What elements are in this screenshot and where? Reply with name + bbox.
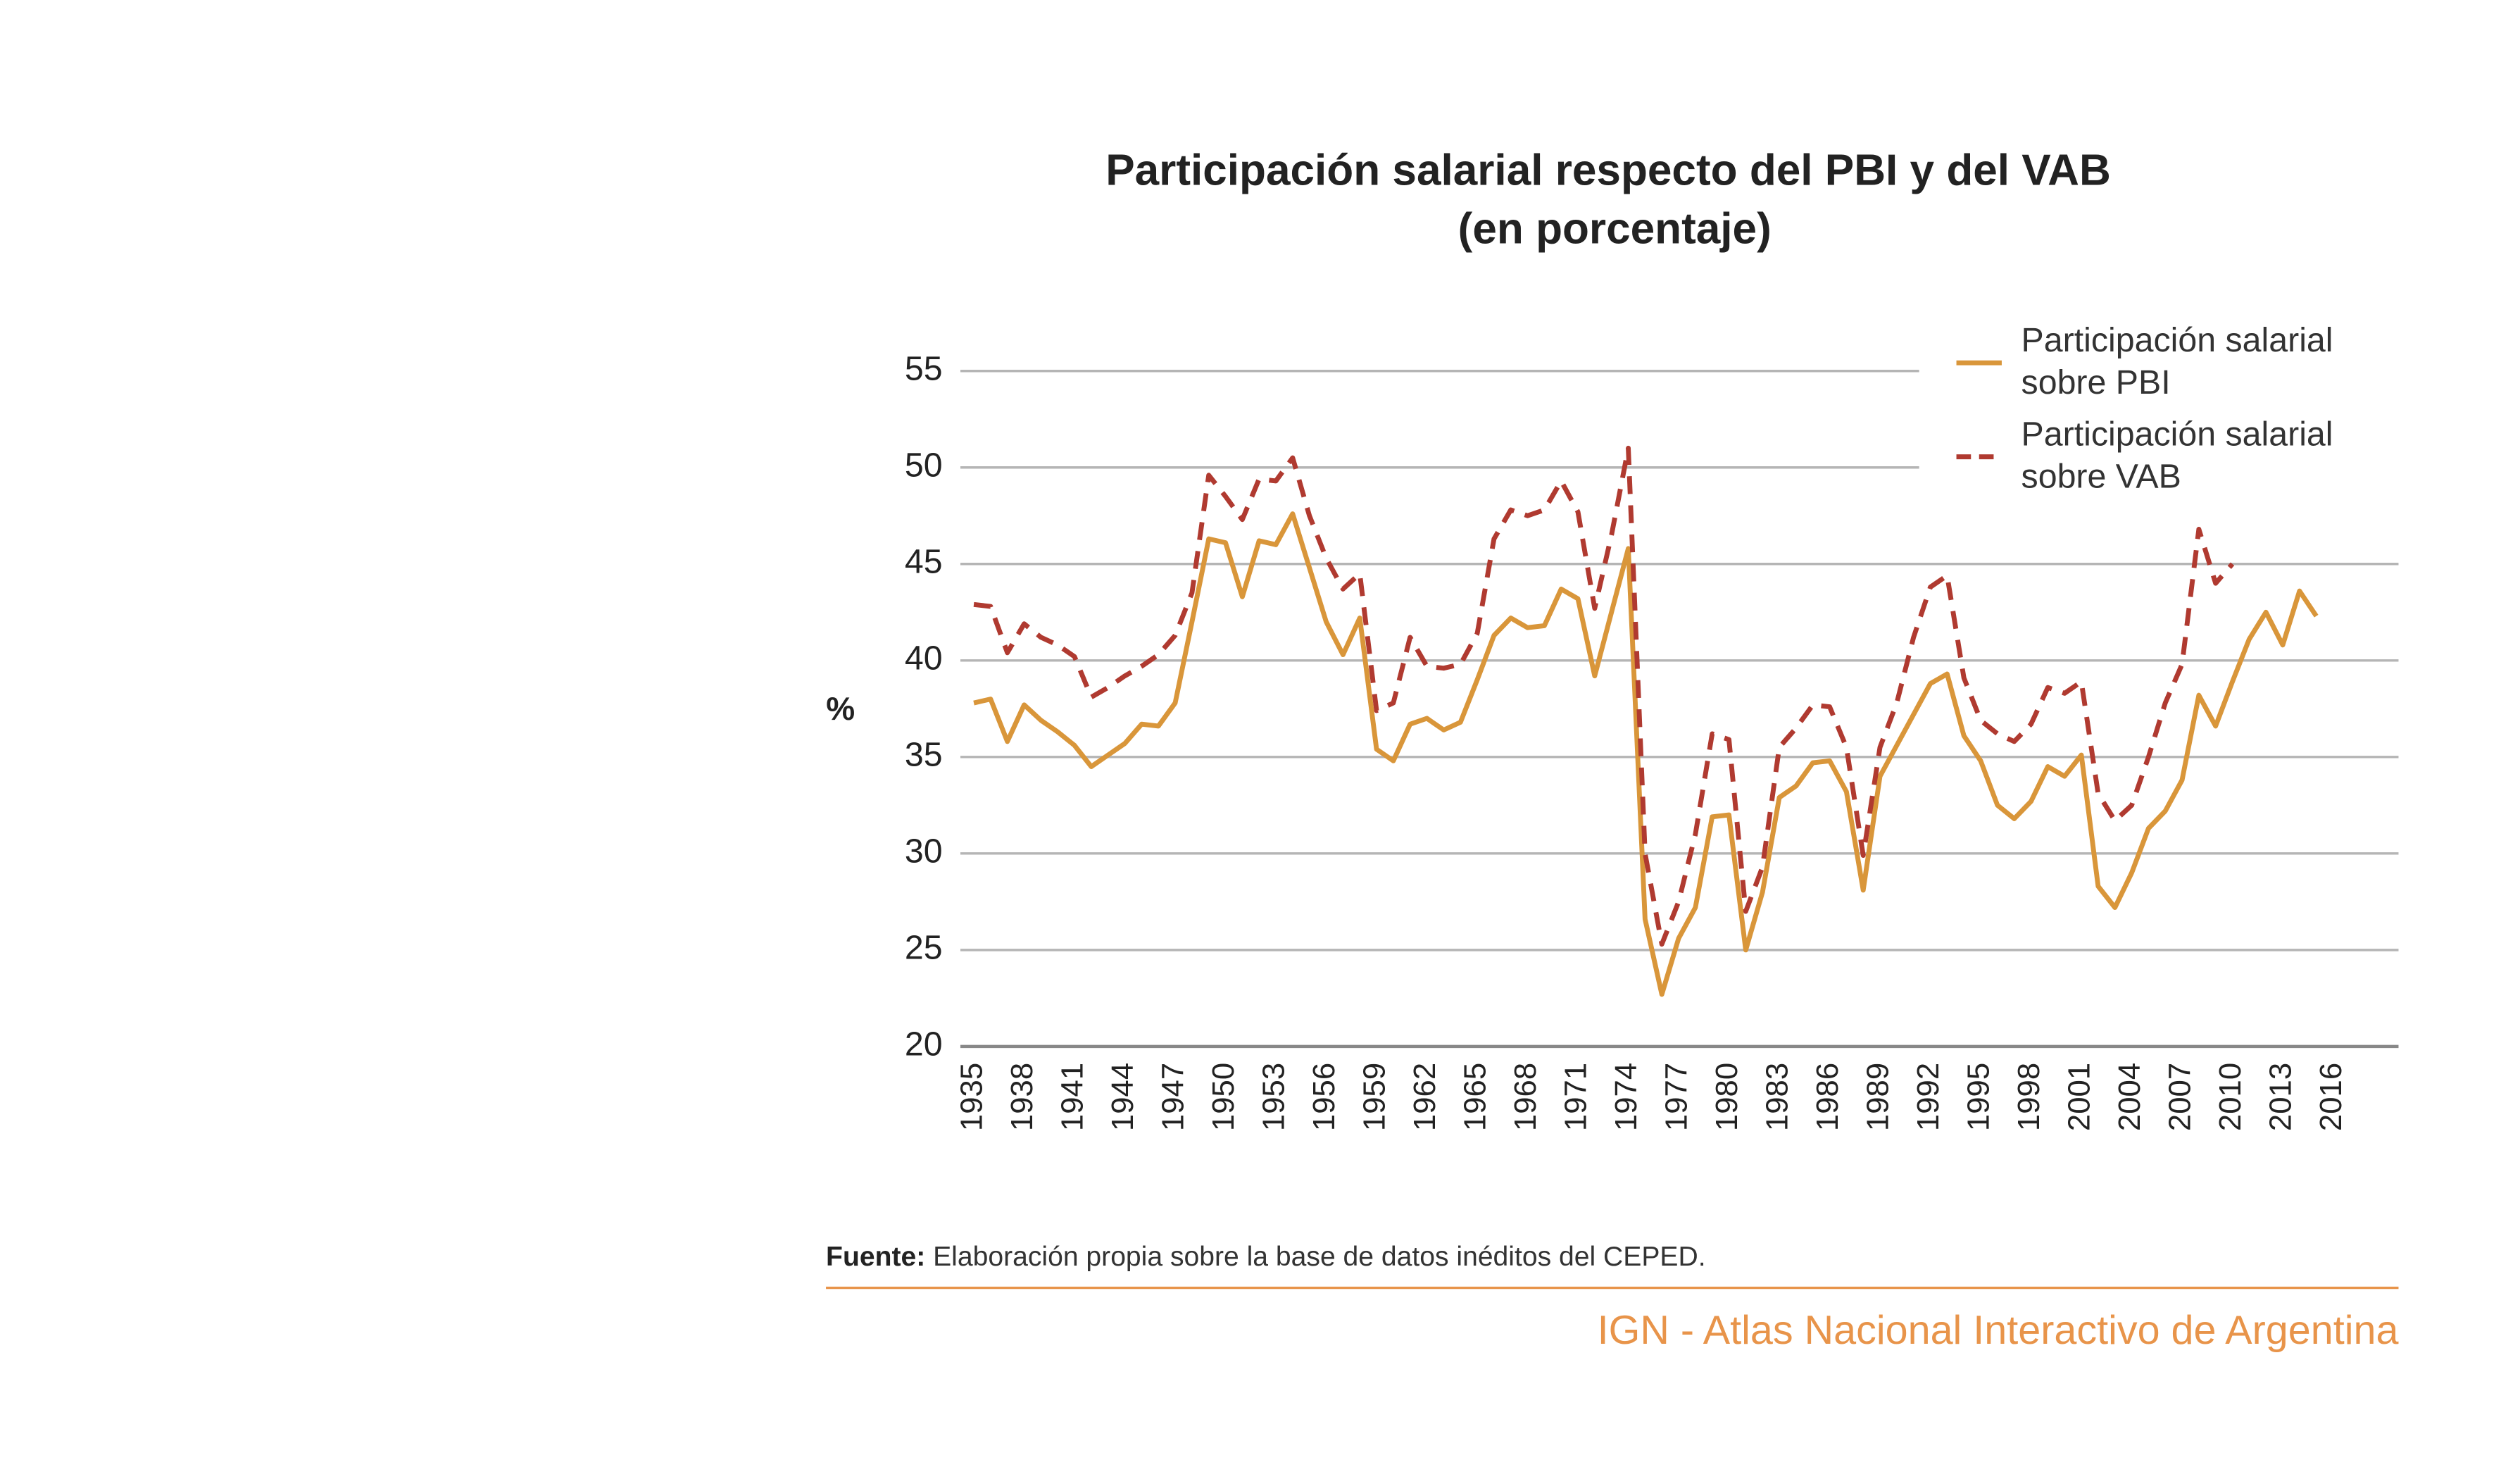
y-tick-label: 25 bbox=[905, 929, 943, 967]
x-tick-label: 1989 bbox=[1861, 1063, 1895, 1131]
source-text: Elaboración propia sobre la base de dato… bbox=[933, 1242, 1705, 1273]
x-tick-label: 1959 bbox=[1358, 1063, 1392, 1131]
x-tick-label: 1962 bbox=[1408, 1063, 1442, 1131]
x-tick-label: 1974 bbox=[1609, 1063, 1643, 1131]
x-tick-label: 1950 bbox=[1206, 1063, 1241, 1131]
x-tick-label: 1977 bbox=[1660, 1063, 1694, 1131]
x-tick-label: 1938 bbox=[1005, 1063, 1039, 1131]
y-tick-label: 50 bbox=[905, 447, 943, 485]
x-tick-label: 2013 bbox=[2264, 1063, 2298, 1131]
legend-label: Participación salarial sobre VAB bbox=[2021, 416, 2333, 496]
x-tick-label: 1968 bbox=[1508, 1063, 1543, 1131]
y-axis-label: % bbox=[826, 690, 855, 727]
x-tick-label: 2007 bbox=[2163, 1063, 2198, 1131]
chart-subtitle: (en porcentaje) bbox=[1458, 204, 1772, 253]
legend-entry: Participación salarial sobre VAB bbox=[2021, 416, 2333, 496]
x-tick-label: 2010 bbox=[2213, 1063, 2248, 1131]
x-tick-label: 1983 bbox=[1760, 1063, 1795, 1131]
series-line bbox=[973, 511, 2319, 997]
y-tick-label: 40 bbox=[905, 639, 943, 678]
x-tick-label: 1998 bbox=[2012, 1063, 2046, 1131]
y-tick-label: 30 bbox=[905, 832, 943, 870]
x-tick-label: 1980 bbox=[1710, 1063, 1744, 1131]
y-tick-label: 45 bbox=[905, 543, 943, 581]
x-tick-label: 1953 bbox=[1257, 1063, 1291, 1131]
chart-title: Participación salarial respecto del PBI … bbox=[1105, 146, 2111, 195]
y-tick-label: 35 bbox=[905, 736, 943, 774]
legend-entry: Participación salarial sobre PBI bbox=[2021, 322, 2333, 402]
x-tick-label: 1995 bbox=[1962, 1063, 1996, 1131]
x-tick-label: 1965 bbox=[1458, 1063, 1493, 1131]
x-tick-label: 1947 bbox=[1156, 1063, 1191, 1131]
x-tick-label: 2016 bbox=[2314, 1063, 2348, 1131]
x-tick-label: 2004 bbox=[2112, 1063, 2147, 1131]
x-tick-label: 1944 bbox=[1105, 1063, 1140, 1131]
series-line bbox=[973, 445, 2235, 947]
x-tick-label: 1941 bbox=[1055, 1063, 1090, 1131]
x-tick-label: 1935 bbox=[955, 1063, 989, 1131]
x-tick-label: 1956 bbox=[1307, 1063, 1341, 1131]
footer: IGN - Atlas Nacional Interactivo de Arge… bbox=[1598, 1308, 2399, 1353]
x-tick-label: 2001 bbox=[2062, 1063, 2097, 1131]
x-tick-label: 1971 bbox=[1559, 1063, 1593, 1131]
source-label: Fuente: bbox=[826, 1242, 925, 1273]
source: Fuente: Elaboración propia sobre la base… bbox=[826, 1242, 1706, 1273]
x-tick-label: 1986 bbox=[1810, 1063, 1845, 1131]
y-tick-label: 55 bbox=[905, 349, 943, 387]
x-tick-label: 1992 bbox=[1911, 1063, 1945, 1131]
y-tick-label: 20 bbox=[905, 1025, 943, 1063]
legend-label: Participación salarial sobre PBI bbox=[2021, 322, 2333, 402]
